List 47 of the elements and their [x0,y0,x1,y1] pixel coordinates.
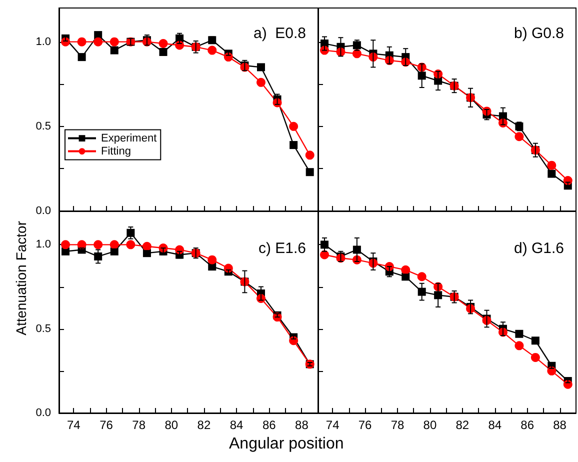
legend-label: Experiment [101,132,157,144]
x-tick-label: 76 [100,418,114,432]
point [547,160,556,170]
point [256,78,266,87]
text: d) G1.6 [514,240,564,257]
point [208,255,217,264]
x-tick-label: 88 [553,418,567,432]
point [110,37,119,46]
point [77,37,86,46]
x-tick-label: 82 [197,418,211,432]
text: b) G0.8 [514,25,564,42]
y-axis-title: Attenuation Factor [13,220,29,336]
y-tick-label: 0.5 [36,120,51,132]
y-tick-label: 1.0 [36,238,51,251]
x-tick-label: 86 [520,418,534,432]
text: c) E1.6 [258,240,306,257]
point [530,352,540,362]
x-tick-label: 76 [358,418,372,432]
point [305,150,314,160]
point [514,341,524,350]
x-tick-label: 78 [390,418,405,432]
point [61,240,70,250]
x-tick-label: 84 [488,418,502,432]
point [208,46,217,55]
text: a) E0.8 [253,25,306,42]
y-tick-label: 0.5 [36,322,51,335]
point [417,272,426,282]
x-tick-label: 88 [295,418,309,432]
x-tick-label: 80 [164,418,178,432]
x-tick-label: 86 [262,418,276,432]
point [289,122,298,131]
x-axis-title: Angular position [229,436,344,452]
point [401,265,410,274]
y-tick-label: 0.0 [36,407,51,419]
x-tick-label: 84 [230,418,244,432]
y-tick-label: 0.0 [36,205,51,217]
x-tick-label: 80 [423,418,437,432]
x-tick-label: 78 [132,418,146,432]
x-tick-label: 74 [326,418,340,432]
x-tick-label: 74 [66,418,81,432]
point [94,37,103,46]
point [77,240,86,250]
point [142,242,152,251]
point [158,39,168,48]
legend-label: Fitting [101,145,131,158]
x-tick-label: 82 [456,418,470,432]
y-tick-label: 1.0 [36,36,51,48]
